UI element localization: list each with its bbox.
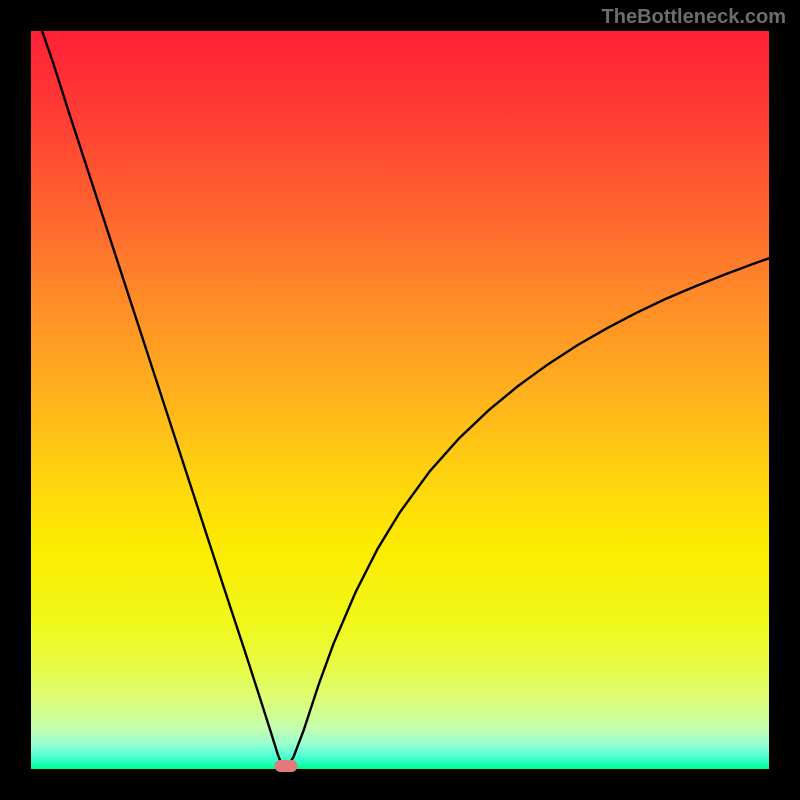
bottleneck-curve xyxy=(31,31,769,769)
watermark-text: TheBottleneck.com xyxy=(602,6,786,29)
optimal-point-marker xyxy=(274,760,297,772)
chart-plot-area xyxy=(31,31,769,769)
